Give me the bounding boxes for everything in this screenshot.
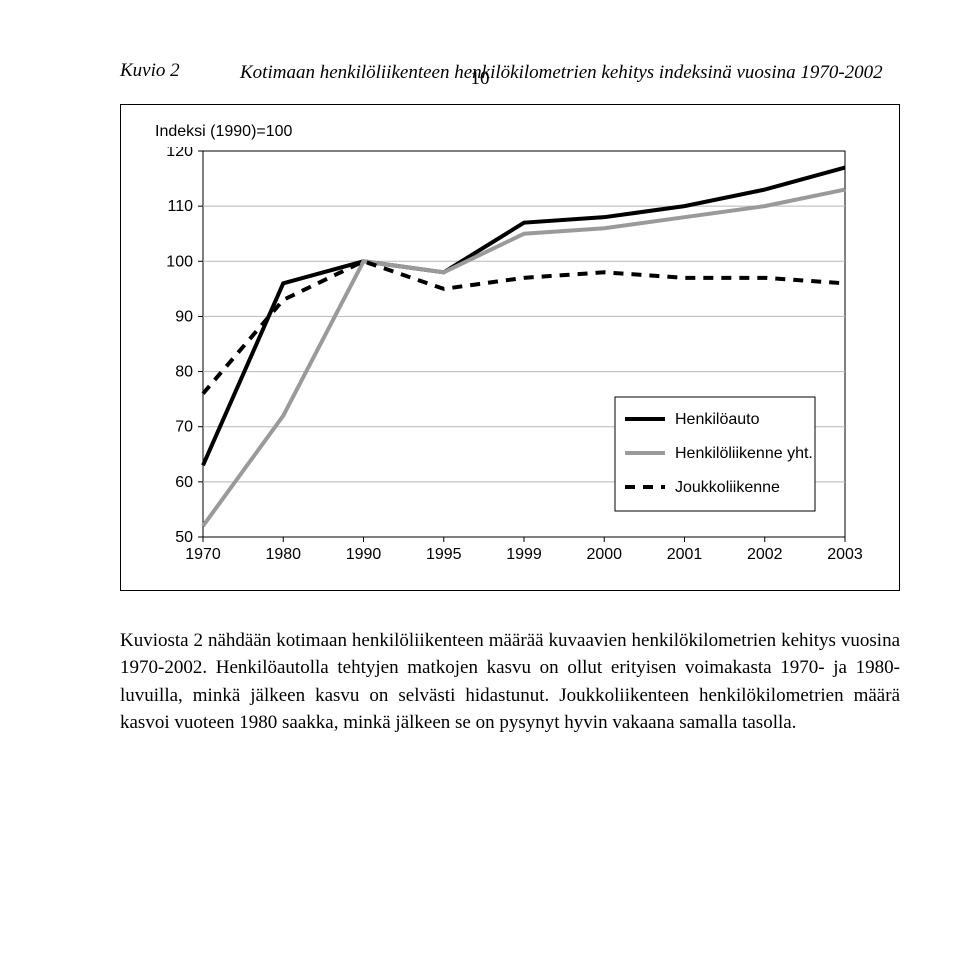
svg-text:100: 100 bbox=[166, 253, 193, 270]
svg-text:120: 120 bbox=[166, 147, 193, 160]
svg-text:2002: 2002 bbox=[747, 546, 783, 563]
line-chart: 50 60 70 80 90 100 110 120 1970 1980 1990 1995 1999 2… bbox=[155, 147, 865, 567]
svg-text:1970: 1970 bbox=[185, 546, 221, 563]
svg-text:110: 110 bbox=[167, 198, 193, 215]
body-paragraph: Kuviosta 2 nähdään kotimaan henkilöliike… bbox=[120, 627, 900, 737]
svg-text:2003: 2003 bbox=[827, 546, 863, 563]
svg-text:1990: 1990 bbox=[346, 546, 382, 563]
page-number: 10 bbox=[0, 68, 960, 90]
page: 10 Kuvio 2 Kotimaan henkilöliikenteen he… bbox=[0, 60, 960, 777]
svg-text:2001: 2001 bbox=[667, 546, 703, 563]
svg-text:1999: 1999 bbox=[506, 546, 542, 563]
svg-text:Henkilöliikenne yht.: Henkilöliikenne yht. bbox=[675, 445, 813, 462]
svg-text:Henkilöauto: Henkilöauto bbox=[675, 411, 760, 428]
svg-text:90: 90 bbox=[175, 308, 193, 325]
svg-text:Joukkoliikenne: Joukkoliikenne bbox=[675, 479, 780, 496]
svg-text:2000: 2000 bbox=[586, 546, 622, 563]
chart-frame: Indeksi (1990)=100 50 60 70 80 90 100 110 120 19… bbox=[120, 104, 900, 591]
svg-text:1980: 1980 bbox=[265, 546, 301, 563]
svg-text:1995: 1995 bbox=[426, 546, 462, 563]
svg-text:50: 50 bbox=[175, 529, 193, 546]
y-axis-label: Indeksi (1990)=100 bbox=[155, 123, 871, 141]
svg-text:80: 80 bbox=[175, 363, 193, 380]
svg-text:70: 70 bbox=[175, 418, 193, 435]
svg-text:60: 60 bbox=[175, 473, 193, 490]
